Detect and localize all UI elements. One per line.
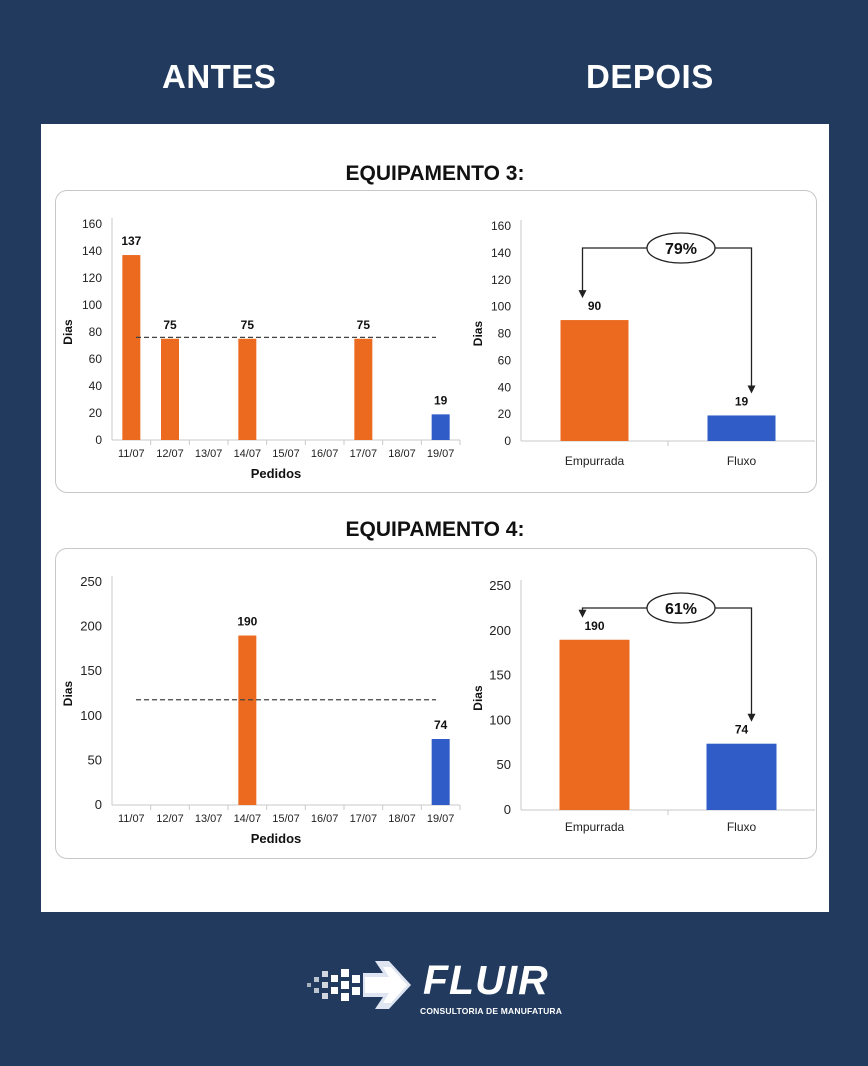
equipment-3-title: EQUIPAMENTO 3:	[345, 162, 525, 185]
equipment-4-title: EQUIPAMENTO 4:	[345, 518, 525, 541]
before-heading: ANTES	[162, 58, 277, 95]
logo-arrow-icon	[307, 961, 411, 1009]
equipment-3-card	[55, 190, 817, 493]
fluir-logo: FLUIR CONSULTORIA DE MANUFATURA	[305, 955, 570, 1025]
comparison-panel: EQUIPAMENTO 3: EQUIPAMENTO 4:	[41, 124, 829, 912]
after-heading: DEPOIS	[586, 58, 714, 95]
logo-subtitle: CONSULTORIA DE MANUFATURA	[420, 1006, 563, 1016]
equipment-4-card	[55, 548, 817, 859]
logo-wordmark: FLUIR	[423, 957, 549, 1003]
